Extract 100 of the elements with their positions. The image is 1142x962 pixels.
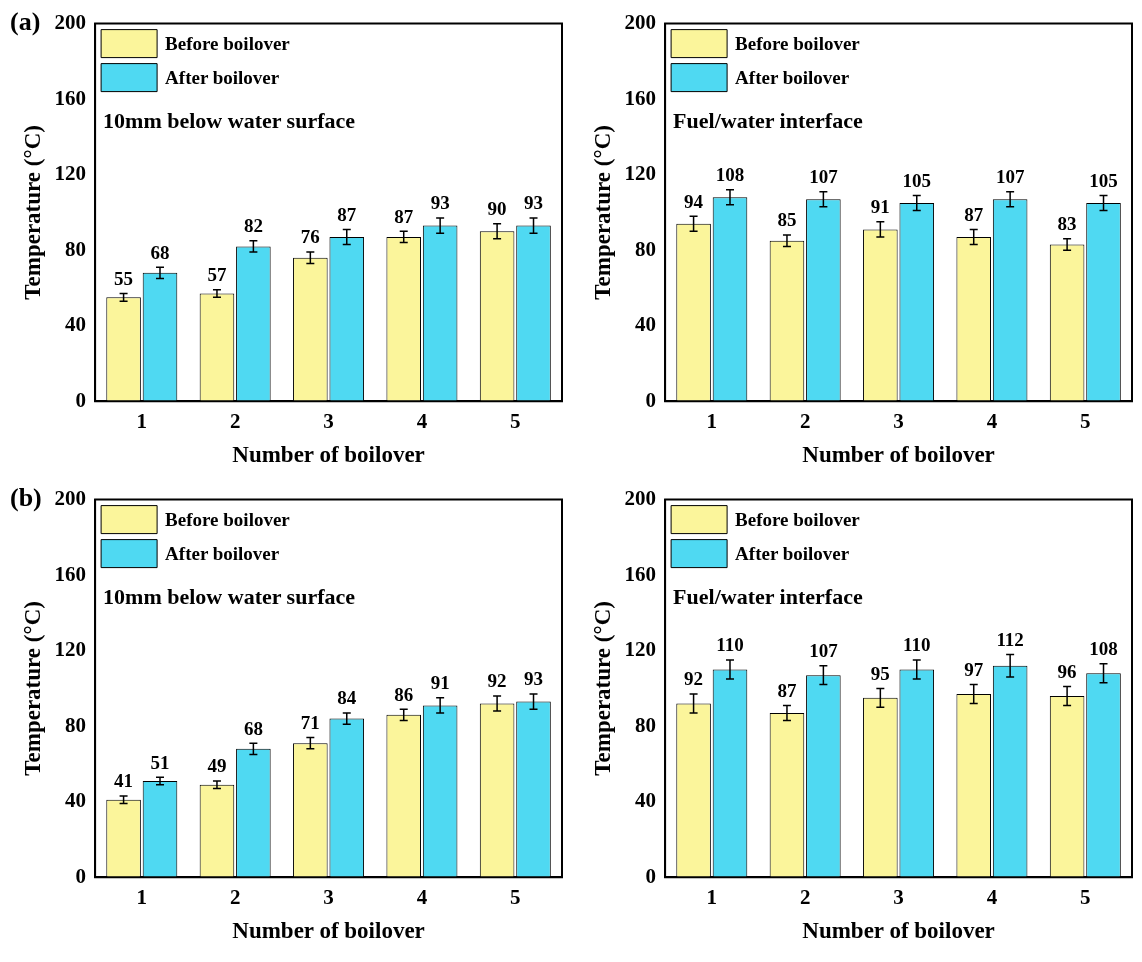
y-tick-label: 200 (624, 10, 657, 35)
x-tick-label: 4 (416, 885, 428, 910)
x-tick-label: 2 (229, 885, 241, 910)
legend-label: After boilover (165, 66, 280, 88)
data-label: 93 (524, 192, 544, 214)
annotation: 10mm below water surface (103, 584, 356, 610)
y-axis-title: Temperature (°C) (19, 601, 45, 776)
data-label: 91 (870, 196, 890, 218)
y-tick-label: 0 (75, 863, 87, 888)
x-tick-label: 1 (136, 409, 148, 434)
legend-label: Before boilover (735, 508, 861, 530)
data-label: 87 (337, 203, 357, 225)
x-tick-label: 4 (986, 885, 998, 910)
annotation: 10mm below water surface (103, 108, 356, 134)
y-tick-label: 40 (635, 312, 657, 337)
x-tick-label: 4 (986, 409, 998, 434)
data-label: 107 (995, 166, 1025, 188)
x-tick-label: 4 (416, 409, 428, 434)
x-tick-label: 5 (510, 885, 521, 910)
data-label: 87 (777, 679, 797, 701)
data-label: 87 (964, 203, 984, 225)
y-tick-label: 120 (54, 161, 87, 186)
y-tick-label: 40 (635, 788, 657, 813)
annotation: Fuel/water interface (673, 584, 863, 610)
data-label: 108 (1089, 638, 1118, 660)
legend-label: After boilover (735, 542, 850, 564)
data-label: 83 (1057, 213, 1077, 235)
y-tick-label: 40 (65, 312, 87, 337)
data-label: 96 (1057, 660, 1077, 682)
data-label: 49 (207, 755, 227, 777)
x-tick-label: 5 (510, 409, 521, 434)
data-label: 108 (715, 164, 745, 186)
x-tick-label: 3 (323, 409, 334, 434)
x-tick-label: 2 (229, 409, 241, 434)
data-label: 87 (394, 205, 414, 227)
y-tick-label: 80 (65, 236, 87, 261)
data-label: 68 (150, 241, 170, 263)
data-label: 107 (809, 640, 839, 662)
legend-label: After boilover (165, 542, 280, 564)
data-label: 71 (300, 711, 320, 733)
y-tick-label: 40 (65, 788, 87, 813)
data-label: 93 (524, 668, 544, 690)
data-label: 76 (300, 226, 320, 248)
legend-label: Before boilover (165, 32, 291, 54)
x-axis-title: Number of boilover (232, 442, 425, 468)
data-label: 94 (684, 190, 704, 212)
data-label: 57 (207, 264, 227, 286)
data-label: 105 (1089, 169, 1118, 191)
legend-label: Before boilover (165, 508, 291, 530)
y-tick-label: 0 (75, 387, 87, 412)
y-tick-label: 0 (645, 863, 657, 888)
y-tick-label: 160 (624, 561, 657, 586)
data-label: 68 (243, 717, 263, 739)
y-tick-label: 160 (54, 561, 87, 586)
y-tick-label: 80 (65, 712, 87, 737)
data-label: 107 (809, 166, 839, 188)
x-tick-label: 5 (1080, 409, 1091, 434)
y-tick-label: 160 (624, 85, 657, 110)
x-tick-label: 2 (799, 409, 811, 434)
data-label: 92 (487, 670, 507, 692)
x-tick-label: 3 (893, 409, 904, 434)
x-tick-label: 1 (136, 885, 148, 910)
data-label: 95 (870, 662, 890, 684)
data-label: 97 (964, 659, 984, 681)
legend-label: After boilover (735, 66, 850, 88)
x-tick-label: 1 (706, 409, 718, 434)
y-tick-label: 200 (54, 10, 87, 35)
y-tick-label: 200 (54, 486, 87, 511)
x-tick-label: 1 (706, 885, 718, 910)
x-axis-title: Number of boilover (802, 442, 995, 468)
x-tick-label: 2 (799, 885, 811, 910)
chart-title: (b) (10, 482, 42, 512)
x-axis-title: Number of boilover (232, 918, 425, 944)
y-axis-title: Temperature (°C) (19, 125, 45, 300)
y-axis-title: Temperature (°C) (589, 601, 615, 776)
data-label: 90 (487, 198, 507, 220)
x-axis-title: Number of boilover (802, 918, 995, 944)
y-axis-title: Temperature (°C) (589, 125, 615, 300)
y-tick-label: 160 (54, 85, 87, 110)
data-label: 86 (394, 683, 414, 705)
data-label: 110 (716, 634, 744, 656)
data-label: 105 (902, 169, 932, 191)
annotation: Fuel/water interface (673, 108, 863, 134)
y-tick-label: 80 (635, 236, 657, 261)
legend-label: Before boilover (735, 32, 861, 54)
y-tick-label: 0 (645, 387, 657, 412)
data-label: 51 (150, 751, 170, 773)
data-label: 112 (996, 628, 1024, 650)
data-label: 84 (337, 687, 357, 709)
data-label: 93 (430, 192, 450, 214)
x-tick-label: 3 (893, 885, 904, 910)
y-tick-label: 120 (54, 637, 87, 662)
y-tick-label: 120 (624, 161, 657, 186)
chart-title: (a) (10, 6, 41, 36)
data-label: 91 (430, 672, 450, 694)
x-tick-label: 3 (323, 885, 334, 910)
y-tick-label: 120 (624, 637, 657, 662)
y-tick-label: 200 (624, 486, 657, 511)
x-tick-label: 5 (1080, 885, 1091, 910)
data-label: 92 (684, 668, 704, 690)
